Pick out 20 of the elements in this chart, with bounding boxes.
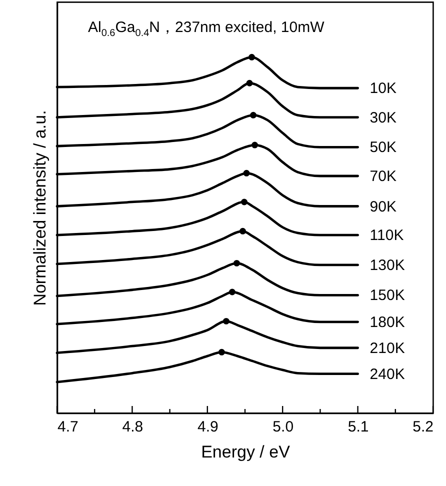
series-label: 180K: [370, 314, 405, 331]
series-label: 150K: [370, 287, 405, 304]
series-label: 240K: [370, 366, 405, 383]
series-label: 90K: [370, 198, 397, 216]
x-tick-label: 4.9: [197, 418, 218, 436]
x-axis-title: Energy / eV: [201, 442, 291, 462]
series-label: 70K: [370, 168, 397, 186]
series-label: 10K: [370, 80, 397, 98]
series-label: 50K: [370, 139, 397, 156]
series-label: 30K: [370, 109, 397, 126]
text: Al$_{0.6}$Ga$_{0.4}$N，237nm excited, 10mW: [88, 18, 324, 39]
y-axis-title: Normalized intensity / a.u.: [30, 110, 50, 306]
x-tick-label: 4.7: [58, 418, 78, 436]
series-label: 130K: [370, 256, 405, 274]
series-label: 110K: [370, 227, 404, 244]
series-label: 210K: [370, 340, 405, 357]
x-tick-label: 4.8: [122, 418, 144, 436]
x-tick-label: 5.1: [348, 418, 369, 436]
x-tick-label: 5.0: [272, 418, 294, 436]
x-tick-label: 5.2: [412, 418, 434, 436]
